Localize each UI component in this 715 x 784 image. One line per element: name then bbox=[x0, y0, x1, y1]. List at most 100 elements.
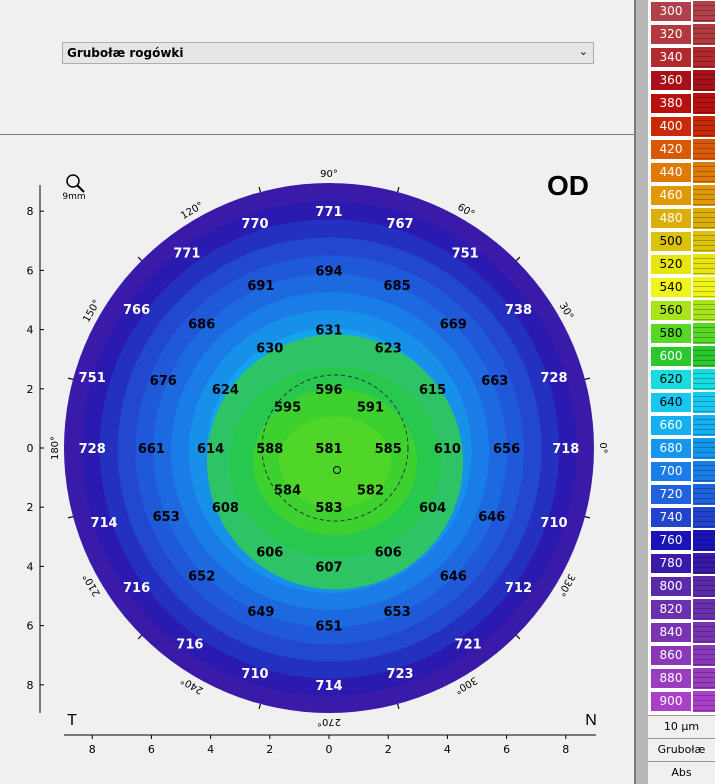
thickness-value: 624 bbox=[212, 383, 239, 398]
x-tick-label: 2 bbox=[266, 743, 273, 756]
thickness-value: 770 bbox=[241, 217, 268, 232]
thickness-value: 653 bbox=[384, 605, 411, 620]
y-tick-label: 2 bbox=[27, 501, 34, 514]
scale-swatch: 640 bbox=[650, 392, 692, 413]
scale-swatch: 780 bbox=[650, 553, 692, 574]
scale-substep bbox=[693, 576, 715, 597]
thickness-value: 607 bbox=[315, 560, 342, 575]
scale-substep bbox=[693, 208, 715, 229]
scale-substep bbox=[693, 668, 715, 689]
scale-swatch: 840 bbox=[650, 622, 692, 643]
thickness-value: 656 bbox=[493, 442, 520, 457]
map-type-dropdown[interactable]: Grubołæ rogówki ⌄ bbox=[62, 42, 594, 64]
thickness-value: 767 bbox=[386, 217, 413, 232]
thickness-value: 751 bbox=[452, 247, 479, 262]
scale-substep bbox=[693, 47, 715, 68]
rim-tick bbox=[516, 256, 521, 261]
thickness-value: 685 bbox=[384, 279, 411, 294]
scale-substep bbox=[693, 622, 715, 643]
thickness-value: 694 bbox=[315, 264, 342, 279]
thickness-value: 716 bbox=[123, 581, 150, 596]
thickness-value: 718 bbox=[552, 442, 579, 457]
apex-marker bbox=[333, 466, 341, 474]
thickness-value: 714 bbox=[315, 679, 342, 694]
axes: 8 6 4 2 0 2 4 6 8 8 6 4 2 0 2 4 6 8 bbox=[27, 185, 596, 756]
scale-swatch: 900 bbox=[650, 691, 692, 712]
thickness-value: 630 bbox=[256, 341, 283, 356]
zoom-control[interactable]: 9mm bbox=[62, 174, 86, 202]
scale-swatch: 340 bbox=[650, 47, 692, 68]
central-zones bbox=[207, 334, 463, 590]
thickness-value: 646 bbox=[440, 569, 467, 584]
y-tick-label: 0 bbox=[27, 442, 34, 455]
scale-substep bbox=[693, 93, 715, 114]
rim-tick bbox=[258, 703, 261, 709]
thickness-value: 646 bbox=[478, 510, 505, 525]
thickness-value: 582 bbox=[357, 483, 384, 498]
thickness-value: 614 bbox=[197, 442, 224, 457]
x-tick-label: 6 bbox=[148, 743, 155, 756]
scale-substep bbox=[693, 24, 715, 45]
scale-swatch: 680 bbox=[650, 438, 692, 459]
angle-label: 180° bbox=[50, 436, 61, 460]
rim-tick bbox=[516, 635, 521, 640]
thickness-value: 652 bbox=[188, 569, 215, 584]
thickness-value: 606 bbox=[256, 546, 283, 561]
scale-mode[interactable]: Abs bbox=[648, 761, 715, 784]
thickness-value: 649 bbox=[247, 605, 274, 620]
thickness-value: 669 bbox=[440, 318, 467, 333]
x-tick-label: 4 bbox=[444, 743, 451, 756]
y-tick-label: 6 bbox=[27, 620, 34, 633]
scale-swatch: 320 bbox=[650, 24, 692, 45]
color-scale: 300 320 340 360 380 400 420 440 460 480 500 520 540 5… bbox=[648, 0, 715, 784]
angle-label: 90° bbox=[320, 169, 338, 180]
thickness-value: 663 bbox=[481, 374, 508, 389]
thickness-value: 653 bbox=[153, 510, 180, 525]
scale-substep bbox=[693, 553, 715, 574]
thickness-value: 608 bbox=[212, 501, 239, 516]
scale-substep bbox=[693, 530, 715, 551]
scale-swatch: 880 bbox=[650, 668, 692, 689]
rim-tick bbox=[397, 187, 400, 193]
angle-label: 0° bbox=[597, 442, 608, 453]
y-tick-label: 4 bbox=[27, 560, 34, 573]
thickness-value: 584 bbox=[274, 483, 301, 498]
thickness-value: 581 bbox=[315, 442, 342, 457]
thickness-zone bbox=[279, 416, 391, 508]
scale-swatch: 860 bbox=[650, 645, 692, 666]
scale-swatch: 760 bbox=[650, 530, 692, 551]
scale-swatch: 520 bbox=[650, 254, 692, 275]
scale-substep bbox=[693, 300, 715, 321]
thickness-value: 661 bbox=[138, 442, 165, 457]
scale-type[interactable]: Grubołæ bbox=[648, 738, 715, 761]
rim-tick bbox=[584, 377, 590, 380]
scale-swatch: 400 bbox=[650, 116, 692, 137]
thickness-value: 591 bbox=[357, 401, 384, 416]
x-tick-label: 8 bbox=[89, 743, 96, 756]
thickness-value: 686 bbox=[188, 318, 215, 333]
scale-substep bbox=[693, 691, 715, 712]
rim-tick bbox=[137, 256, 142, 261]
thickness-value: 588 bbox=[256, 442, 283, 457]
scale-swatch: 660 bbox=[650, 415, 692, 436]
thickness-value: 738 bbox=[505, 303, 532, 318]
scale-substep bbox=[693, 162, 715, 183]
y-tick-label: 6 bbox=[27, 264, 34, 277]
rim-tick bbox=[68, 377, 74, 380]
scale-substep bbox=[693, 277, 715, 298]
thickness-value: 595 bbox=[274, 401, 301, 416]
thickness-value: 676 bbox=[150, 374, 177, 389]
thickness-value: 596 bbox=[315, 383, 342, 398]
scale-swatch: 620 bbox=[650, 369, 692, 390]
magnifier-icon[interactable] bbox=[66, 174, 80, 188]
rim-tick bbox=[584, 516, 590, 519]
scale-substep bbox=[693, 323, 715, 344]
rim-tick bbox=[137, 635, 142, 640]
scale-substep bbox=[693, 1, 715, 22]
scale-swatch: 800 bbox=[650, 576, 692, 597]
scale-substep bbox=[693, 254, 715, 275]
thickness-value: 716 bbox=[176, 637, 203, 652]
thickness-value: 771 bbox=[173, 247, 200, 262]
chevron-down-icon[interactable]: ⌄ bbox=[578, 45, 588, 58]
